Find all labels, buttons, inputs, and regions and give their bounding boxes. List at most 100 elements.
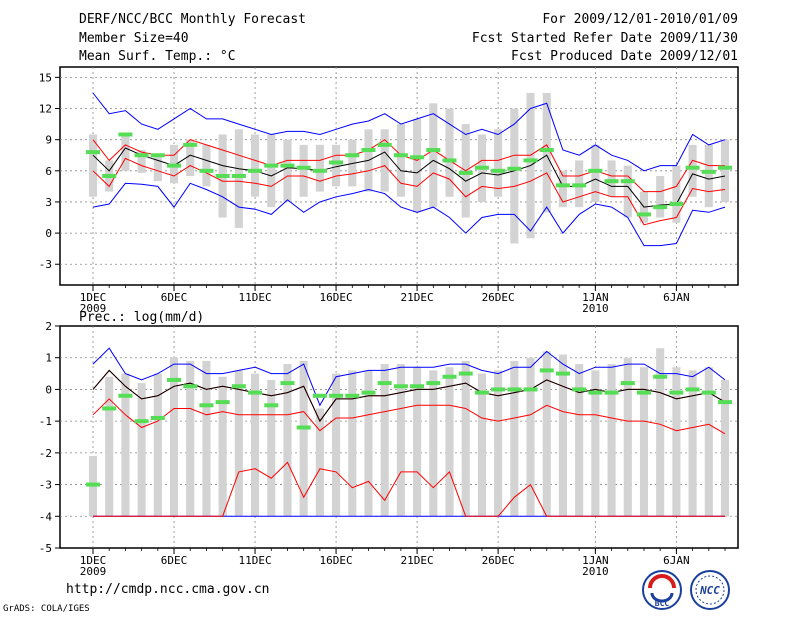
temp-observation-mark — [588, 168, 603, 173]
precip-ensemble-box — [299, 360, 308, 517]
temp-ytick-label: -3 — [39, 258, 52, 271]
precip-ensemble-box — [153, 373, 162, 517]
precip-observation-mark — [620, 381, 635, 386]
temp-observation-mark — [442, 158, 457, 163]
temp-observation-mark — [377, 142, 392, 147]
temp-observation-mark — [86, 150, 100, 155]
temp-ensemble-box — [542, 92, 551, 213]
temp-xtick-year: 2009 — [80, 302, 107, 315]
precip-ensemble-box — [623, 357, 632, 517]
precip-observation-mark — [183, 384, 198, 389]
temp-xtick-label: 16DEC — [320, 291, 353, 304]
precip-ensemble-box — [558, 354, 567, 517]
precip-observation-mark — [685, 387, 700, 392]
precip-observation-mark — [474, 390, 489, 395]
temp-series-ensemble-max — [92, 92, 726, 172]
temp-observation-mark — [329, 160, 344, 165]
precip-observation-mark — [491, 387, 506, 392]
precip-observation-mark — [102, 406, 117, 411]
precip-ensemble-box — [121, 373, 130, 517]
precip-observation-mark — [231, 384, 246, 389]
precip-ensemble-box — [429, 370, 438, 517]
temp-ytick-label: 15 — [39, 71, 52, 84]
temp-observation-mark — [361, 148, 376, 153]
precip-observation-mark — [442, 374, 457, 379]
temp-ensemble-box — [720, 139, 730, 202]
temp-observation-mark — [572, 183, 587, 188]
temp-observation-mark — [296, 165, 311, 170]
source-url[interactable]: http://cmdp.ncc.cma.gov.cn — [66, 582, 270, 597]
precip-ensemble-box — [413, 367, 422, 517]
temp-xtick-label: 21DEC — [401, 291, 434, 304]
temp-observation-mark — [539, 148, 554, 153]
precip-observation-mark — [312, 393, 327, 398]
temp-observation-mark — [523, 158, 538, 163]
precip-observation-mark — [199, 403, 214, 408]
temp-observation-mark — [134, 153, 149, 158]
temp-observation-mark — [345, 153, 360, 158]
temp-ensemble-box — [494, 129, 503, 197]
temp-observation-mark — [426, 148, 441, 153]
temp-observation-mark — [636, 212, 651, 217]
precip-ensemble-box — [688, 370, 697, 517]
precip-observation-mark — [572, 387, 587, 392]
temp-observation-mark — [474, 165, 489, 170]
precip-ensemble-box — [105, 376, 114, 517]
precip-ensemble-box — [332, 373, 341, 517]
precip-ensemble-box — [720, 379, 730, 517]
precip-ensemble-box — [186, 360, 195, 517]
temp-ensemble-box — [283, 139, 292, 202]
temp-ensemble-box — [186, 139, 195, 176]
temp-observation-mark — [718, 165, 732, 170]
precip-ytick-label: 2 — [45, 320, 52, 333]
precip-series-ensemble-max — [92, 347, 726, 407]
precip-ensemble-box — [575, 364, 584, 517]
temp-series-ensemble-mean — [92, 147, 726, 208]
temp-observation-mark — [183, 142, 198, 147]
precip-xtick-label: 11DEC — [238, 554, 271, 567]
precip-ensemble-box — [202, 360, 211, 517]
precip-xtick-label: 21DEC — [401, 554, 434, 567]
precip-observation-mark — [215, 400, 230, 405]
temp-observation-mark — [620, 179, 635, 184]
temp-series-lower-spread — [92, 157, 726, 226]
temp-ytick-label: 12 — [39, 103, 52, 116]
precip-observation-mark — [86, 482, 100, 487]
bcc-logo-text: BCC — [655, 599, 670, 608]
temp-observation-mark — [312, 168, 327, 173]
chart-title: DERF/NCC/BCC Monthly Forecast — [79, 12, 306, 27]
temp-ensemble-box — [623, 165, 632, 218]
precip-ytick-label: 1 — [45, 352, 52, 365]
temp-ytick-label: 3 — [45, 196, 52, 209]
temp-observation-mark — [102, 174, 117, 178]
precip-ytick-label: -1 — [39, 415, 52, 428]
precip-observation-mark — [426, 381, 441, 386]
ncc-logo-text: NCC — [699, 584, 720, 597]
temp-ensemble-box — [656, 176, 665, 218]
temp-xtick-label: 1JAN — [582, 291, 609, 304]
temp-series-ensemble-min — [92, 182, 726, 247]
precip-xtick-label: 26DEC — [482, 554, 515, 567]
temp-observation-mark — [685, 165, 700, 170]
precip-ensemble-box — [348, 370, 357, 517]
temp-ytick-label: 6 — [45, 165, 52, 178]
precip-xtick-label: 1DEC — [80, 554, 107, 567]
precip-ensemble-box — [445, 367, 454, 517]
precip-observation-mark — [393, 384, 408, 389]
precip-observation-mark — [539, 368, 554, 373]
precip-ensemble-box — [364, 370, 373, 517]
temp-observation-mark — [248, 168, 263, 173]
variable-label: Mean Surf. Temp.: °C — [79, 49, 236, 64]
precip-ensemble-box — [526, 357, 535, 517]
temp-xtick-label: 6JAN — [663, 291, 690, 304]
temp-observation-mark — [231, 174, 246, 178]
temp-ensemble-box — [607, 160, 616, 197]
precip-xtick-label: 6DEC — [161, 554, 188, 567]
precip-ensemble-box — [251, 373, 260, 517]
temp-ensemble-box — [234, 129, 243, 228]
precip-ensemble-box — [169, 357, 179, 517]
precip-observation-mark — [361, 390, 376, 395]
temp-ensemble-box — [429, 103, 438, 208]
temp-observation-mark — [264, 163, 279, 168]
